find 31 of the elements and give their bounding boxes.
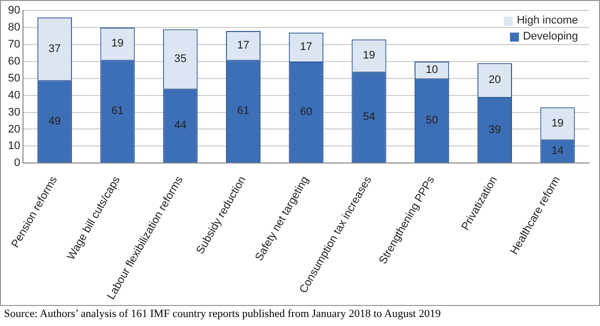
y-tick-label: 70	[8, 38, 20, 51]
data-label: 61	[111, 105, 124, 118]
data-label: 60	[300, 106, 312, 118]
data-label: 35	[174, 52, 187, 65]
y-tick-label: 40	[8, 89, 20, 102]
y-tick-label: 20	[8, 123, 20, 136]
legend-label: High income	[516, 14, 578, 27]
legend-label: Developing	[522, 30, 578, 43]
y-tick-label: 50	[8, 72, 20, 84]
data-label: 37	[48, 42, 61, 55]
y-tick-label: 10	[8, 140, 20, 152]
y-tick-label: 0	[14, 157, 20, 170]
data-label: 49	[48, 115, 61, 128]
data-label: 54	[362, 111, 376, 124]
y-tick-label: 30	[8, 106, 20, 118]
data-label: 19	[111, 38, 124, 50]
data-label: 17	[300, 41, 312, 54]
data-label: 39	[488, 124, 501, 136]
data-label: 44	[174, 120, 187, 132]
y-tick-label: 60	[8, 55, 20, 68]
data-label: 50	[426, 114, 438, 127]
data-label: 19	[551, 117, 564, 130]
data-label: 20	[488, 74, 501, 86]
data-label: 10	[426, 64, 438, 76]
y-tick-label: 80	[8, 22, 20, 34]
data-label: 61	[237, 105, 250, 118]
data-label: 19	[362, 50, 376, 62]
data-label: 17	[237, 39, 250, 52]
source-note: Source: Authors’ analysis of 161 IMF country reports published from January 2018 to August 2019	[4, 308, 442, 320]
y-tick-label: 90	[8, 4, 20, 17]
data-label: 14	[551, 145, 564, 158]
